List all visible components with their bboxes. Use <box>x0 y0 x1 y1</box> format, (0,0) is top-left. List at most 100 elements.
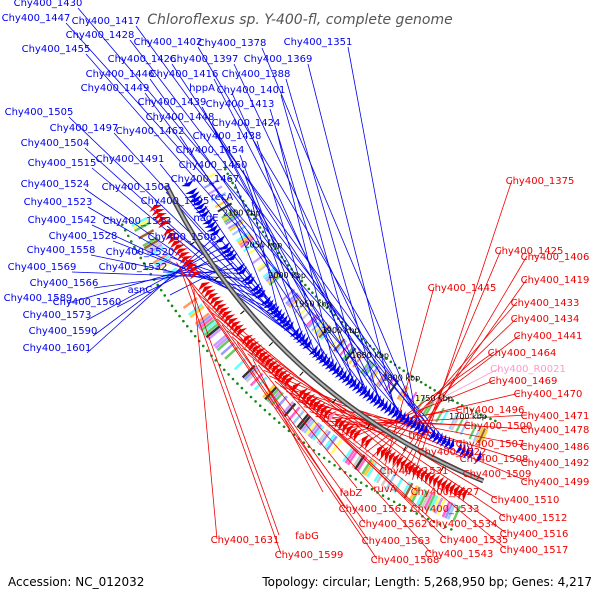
cog-block <box>145 241 162 252</box>
reverse-gene-arrow <box>449 482 457 497</box>
cog-block <box>146 243 163 255</box>
reverse-gene-arrow <box>323 408 333 421</box>
forward-gene-label: Chy400_1426 <box>108 54 177 65</box>
gc-dot <box>404 506 407 510</box>
forward-gene-arrow <box>225 252 238 261</box>
forward-gene-label: Chy400_1449 <box>81 83 150 94</box>
reverse-gene-label: Chy400_1500 <box>464 421 533 432</box>
reverse-connector <box>231 336 418 509</box>
cog-block <box>216 338 232 352</box>
forward-gene-arrow <box>467 447 474 460</box>
reverse-gene-arrow <box>334 416 344 429</box>
tick-label: 1850 kbp <box>351 351 389 360</box>
gc-dot <box>304 283 307 287</box>
forward-gene-arrow <box>218 242 231 250</box>
forward-gene-arrow <box>321 356 331 367</box>
gc-dot <box>254 400 257 403</box>
forward-gene-label: Chy400_1532 <box>99 262 168 273</box>
reverse-gene-label: fabZ <box>340 488 363 499</box>
forward-gene-arrow <box>187 191 200 198</box>
forward-gene-arrow <box>318 353 328 364</box>
reverse-gene-arrow <box>169 240 183 249</box>
forward-gene-arrow <box>191 198 204 206</box>
reverse-gene-arrow <box>162 228 176 237</box>
reverse-gene-label: Chy400_1534 <box>429 519 498 530</box>
forward-gene-arrow <box>390 406 399 419</box>
cog-block <box>211 191 227 202</box>
tick-mark <box>189 241 195 246</box>
gc-dot <box>270 243 274 246</box>
reverse-gene-label: Chy400_1517 <box>500 545 569 556</box>
gc-dot <box>317 452 321 456</box>
cog-block <box>292 409 305 425</box>
reverse-gene-arrow <box>251 344 263 355</box>
reverse-gene-label: Chy400_1510 <box>491 495 560 506</box>
forward-connector <box>285 78 382 408</box>
cog-block <box>134 221 151 233</box>
cog-block <box>200 318 215 332</box>
reverse-gene-arrow <box>184 263 198 272</box>
cog-block <box>300 308 314 321</box>
gc-dot <box>426 517 430 521</box>
reverse-gene-arrow <box>291 382 302 394</box>
cog-block <box>152 253 169 265</box>
forward-gene-arrow <box>463 445 470 459</box>
tick-label: 1900 kbp <box>322 326 360 335</box>
forward-gene-arrow <box>208 227 221 236</box>
reverse-gene-label: Chy400_1425 <box>495 246 564 257</box>
reverse-gene-arrow <box>392 453 401 467</box>
gc-dot <box>226 172 229 176</box>
cog-block <box>238 235 254 247</box>
gc-dot <box>206 349 209 353</box>
gc-dot <box>156 283 159 287</box>
tick-label: 1700 kbp <box>449 412 487 421</box>
gc-dot <box>300 279 304 283</box>
gc-dot <box>456 401 459 405</box>
forward-gene-arrow <box>260 295 272 306</box>
forward-gene-arrow <box>372 395 381 407</box>
cog-block <box>189 305 205 319</box>
gc-dot <box>409 509 413 512</box>
forward-connector <box>65 22 447 446</box>
cog-block <box>223 212 239 224</box>
forward-gene-arrow <box>311 347 322 359</box>
reverse-gene-arrow <box>274 366 285 378</box>
reverse-connector <box>333 408 463 431</box>
gc-dot <box>268 412 271 416</box>
reverse-gene-arrow <box>462 487 469 502</box>
cog-block <box>257 260 272 273</box>
gc-dot <box>321 302 325 306</box>
cog-block <box>305 420 318 436</box>
forward-gene-label: Chy400_1455 <box>22 44 91 55</box>
reverse-gene-arrow <box>226 317 239 328</box>
forward-gene-arrow <box>328 361 338 373</box>
gc-dot <box>129 240 133 243</box>
reverse-gene-arrow <box>235 327 248 338</box>
gc-dot <box>240 386 244 390</box>
gc-dot <box>174 309 178 313</box>
reverse-gene-arrow <box>190 270 203 280</box>
forward-gene-arrow <box>405 415 413 428</box>
cog-block <box>373 466 385 483</box>
reverse-connector <box>202 300 447 540</box>
gc-dot <box>428 386 432 389</box>
reverse-gene-label: Chy400_1469 <box>489 376 558 387</box>
reverse-gene-label: Chy400_1492 <box>521 458 590 469</box>
forward-gene-arrow <box>314 350 325 361</box>
cog-block <box>220 342 235 356</box>
reverse-connector <box>180 268 282 555</box>
gc-dot <box>258 404 262 408</box>
forward-gene-label: Chy400_1467 <box>171 174 240 185</box>
cog-block <box>415 488 426 506</box>
gc-dot <box>223 167 227 171</box>
gc-dot <box>392 500 396 504</box>
gc-dot <box>398 366 401 370</box>
gc-dot <box>228 177 232 180</box>
cog-block <box>477 428 487 444</box>
cog-block <box>309 423 323 439</box>
forward-connector <box>231 92 372 401</box>
forward-gene-arrow <box>280 318 291 328</box>
forward-connector <box>280 94 367 397</box>
